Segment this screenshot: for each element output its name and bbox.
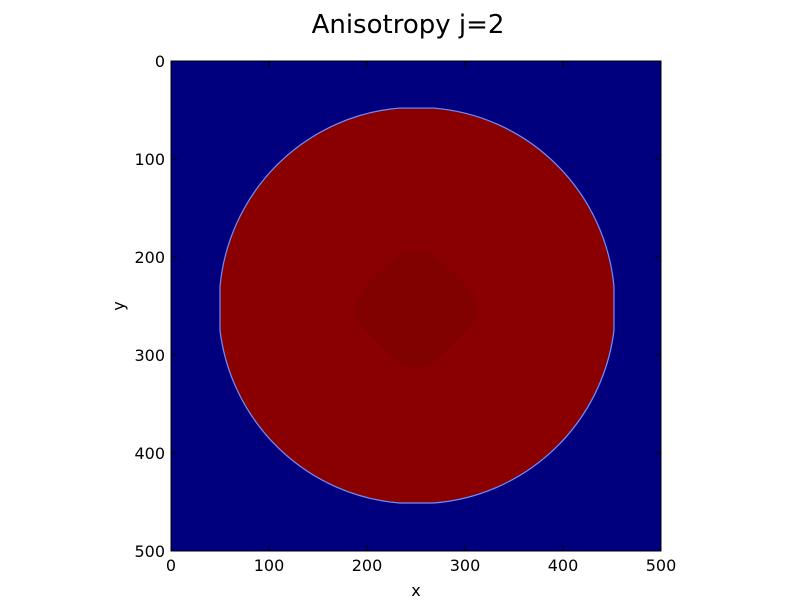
- plot-frame: [170, 60, 662, 552]
- x-tick-label: 500: [646, 556, 677, 575]
- y-axis-label: y: [109, 301, 128, 310]
- y-tick-label: 100: [134, 150, 165, 169]
- x-axis: 0 100 200 300 400 500: [166, 61, 676, 575]
- plot-area: [170, 60, 662, 552]
- y-tick-label: 300: [134, 346, 165, 365]
- x-tick-label: 400: [548, 556, 579, 575]
- x-tick-label: 200: [352, 556, 383, 575]
- y-tick-label: 200: [134, 248, 165, 267]
- y-tick-label: 0: [155, 52, 165, 71]
- y-axis: 0 100 200 300 400 500: [134, 52, 661, 561]
- y-tick-label: 500: [134, 542, 165, 561]
- x-tick-label: 0: [166, 556, 176, 575]
- x-tick-label: 100: [254, 556, 285, 575]
- x-tick-label: 300: [450, 556, 481, 575]
- heatmap-core-region: [355, 250, 477, 368]
- chart-title: Anisotropy j=2: [312, 10, 505, 40]
- x-axis-label: x: [411, 581, 420, 600]
- y-tick-label: 400: [134, 444, 165, 463]
